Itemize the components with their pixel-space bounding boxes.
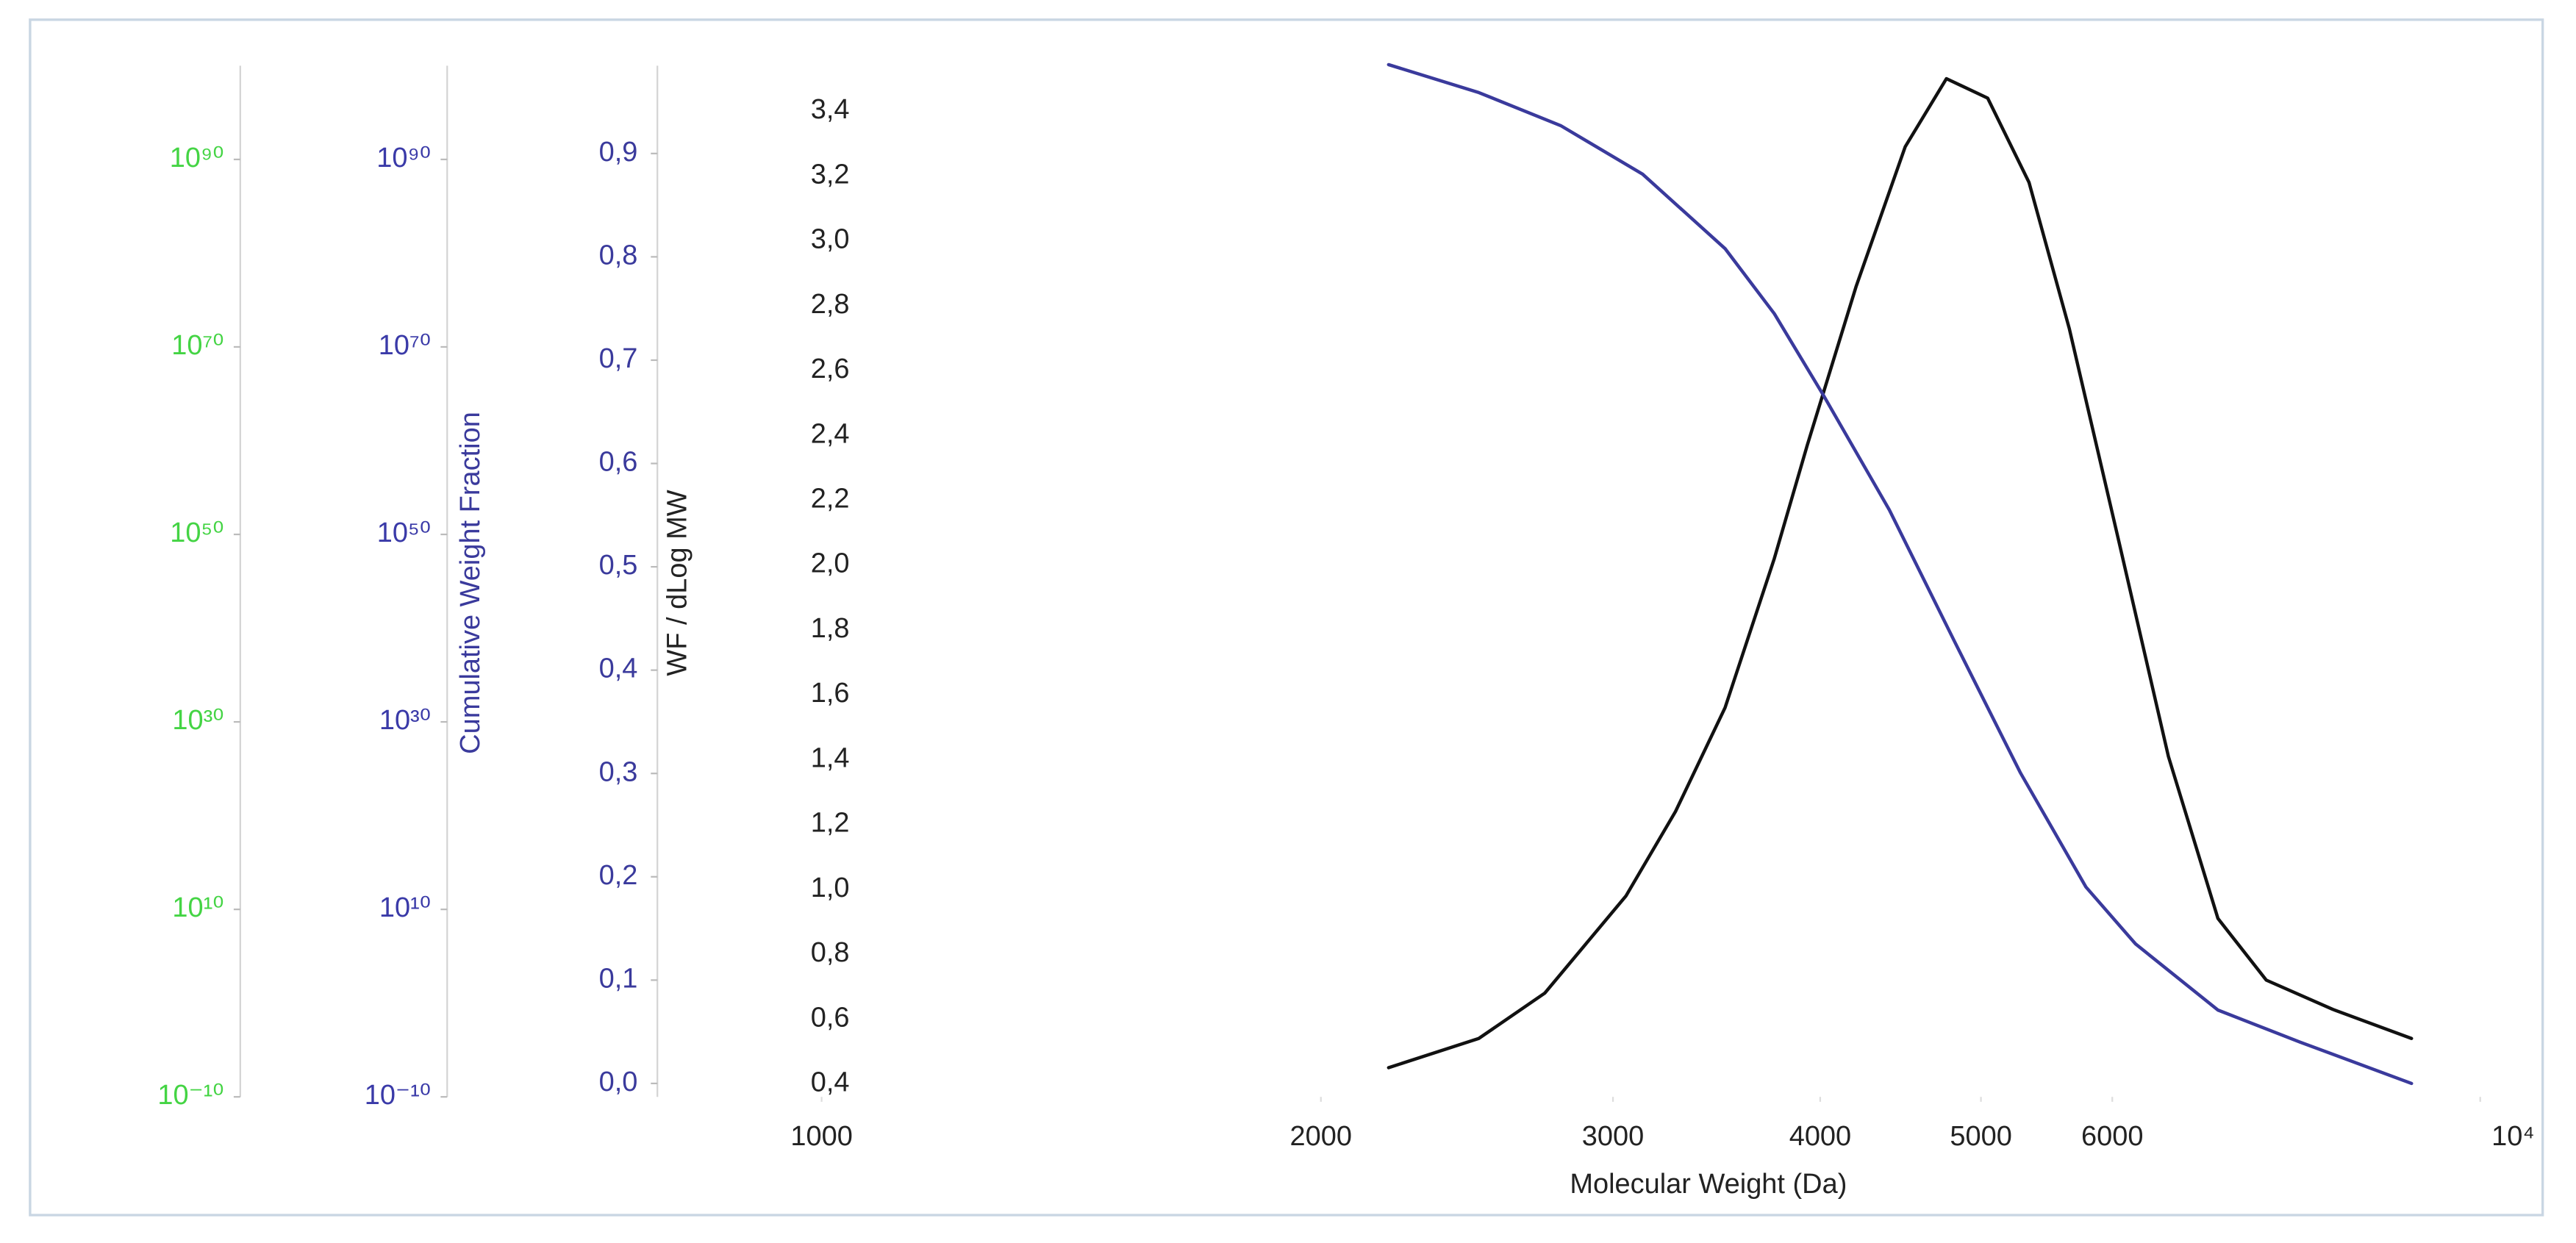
- x-tick-label: 2000: [1290, 1121, 1352, 1152]
- y-tick-label: 2,4: [811, 418, 850, 449]
- x-tick-label: 1000: [790, 1121, 852, 1152]
- y3-tick-label: 10⁷⁰: [379, 330, 431, 361]
- y-tick-label: 3,0: [811, 224, 850, 255]
- y2-tick-label: 0,6: [599, 447, 638, 478]
- y4-tick-label: 10⁹⁰: [170, 143, 224, 173]
- y2-tick-label: 0,5: [599, 550, 638, 581]
- y4-tick-label: 10¹⁰: [172, 892, 223, 923]
- y-tick-label: 2,8: [811, 289, 850, 320]
- y-tick-label: 3,2: [811, 159, 850, 190]
- x-tick-label: 6000: [2081, 1121, 2143, 1152]
- y3-tick-label: 10⁵⁰: [377, 517, 431, 548]
- y4-tick-label: 10⁻¹⁰: [157, 1080, 223, 1111]
- y-tick-label: 3,4: [811, 94, 850, 125]
- y3-tick-label: 10¹⁰: [379, 892, 431, 923]
- y-tick-label: 1,0: [811, 873, 850, 903]
- y-tick-label: 1,6: [811, 678, 850, 709]
- y2-tick-label: 0,0: [599, 1067, 638, 1097]
- y3-tick-label: 10⁹⁰: [376, 143, 431, 173]
- y-tick-label: 1,8: [811, 613, 850, 644]
- y2-tick-label: 0,8: [599, 240, 638, 271]
- x-tick-label: 3000: [1582, 1121, 1644, 1152]
- y4-tick-label: 10⁷⁰: [171, 330, 223, 361]
- y-tick-label: 1,2: [811, 808, 850, 839]
- y2-tick-label: 0,4: [599, 653, 638, 684]
- y2-axis-title: Cumulative Weight Fraction: [455, 412, 486, 754]
- y-tick-label: 2,2: [811, 484, 850, 515]
- y3-tick-label: 10³⁰: [379, 705, 431, 736]
- y-tick-label: 1,4: [811, 742, 850, 773]
- x-axis-title: Molecular Weight (Da): [1570, 1169, 1847, 1200]
- x-tick-label: 4000: [1789, 1121, 1851, 1152]
- y4-tick-label: 10³⁰: [172, 705, 223, 736]
- y-tick-label: 0,4: [811, 1067, 850, 1098]
- x-tick-label: 10⁴: [2491, 1121, 2535, 1152]
- y4-tick-label: 10⁵⁰: [170, 517, 223, 548]
- y3-tick-label: 10⁻¹⁰: [365, 1080, 431, 1111]
- y2-tick-label: 0,2: [599, 860, 638, 891]
- y-axis-title: WF / dLog MW: [662, 490, 693, 676]
- series-line: [1387, 76, 2414, 1070]
- y2-tick-label: 0,7: [599, 343, 638, 374]
- y2-tick-label: 0,1: [599, 963, 638, 994]
- y-tick-label: 2,0: [811, 548, 850, 579]
- y-tick-label: 0,8: [811, 937, 850, 968]
- y2-tick-label: 0,9: [599, 137, 638, 168]
- y2-tick-label: 0,3: [599, 756, 638, 787]
- y-tick-label: 0,6: [811, 1002, 850, 1033]
- series-line: [1387, 62, 2414, 1086]
- chart-frame: [29, 18, 2544, 1217]
- x-tick-label: 5000: [1950, 1121, 2011, 1152]
- y-tick-label: 2,6: [811, 354, 850, 384]
